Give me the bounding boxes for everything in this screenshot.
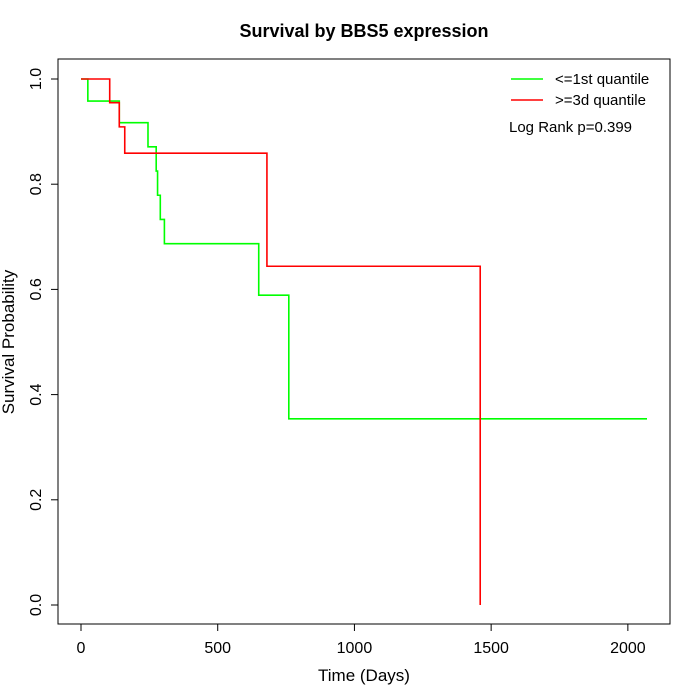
legend-label: >=3d quantile [555,92,646,109]
x-tick-label: 500 [204,640,231,657]
x-axis-label: Time (Days) [318,666,410,685]
series-layer [81,78,647,605]
y-tick-label: 0.8 [28,173,45,195]
log-rank-annotation: Log Rank p=0.399 [509,119,632,136]
x-tick-label: 0 [77,640,86,657]
series-line-0 [81,78,647,420]
legend: <=1st quantile >=3d quantile [511,71,649,109]
y-tick-label: 0.0 [28,594,45,616]
plot-frame [57,58,671,625]
series-line-1 [81,78,482,605]
legend-label: <=1st quantile [555,71,649,88]
x-tick-label: 1000 [337,640,373,657]
y-axis-label: Survival Probability [0,269,18,414]
chart-title: Survival by BBS5 expression [239,21,488,41]
y-tick-label: 0.4 [28,383,45,405]
y-tick-label: 0.6 [28,278,45,300]
y-axis: 0.0 0.2 0.4 0.6 0.8 1.0 [28,68,59,616]
x-tick-label: 1500 [473,640,509,657]
x-tick-label: 2000 [610,640,646,657]
y-tick-label: 0.2 [28,489,45,511]
y-tick-label: 1.0 [28,68,45,90]
x-axis: 0 500 1000 1500 2000 [77,623,646,657]
